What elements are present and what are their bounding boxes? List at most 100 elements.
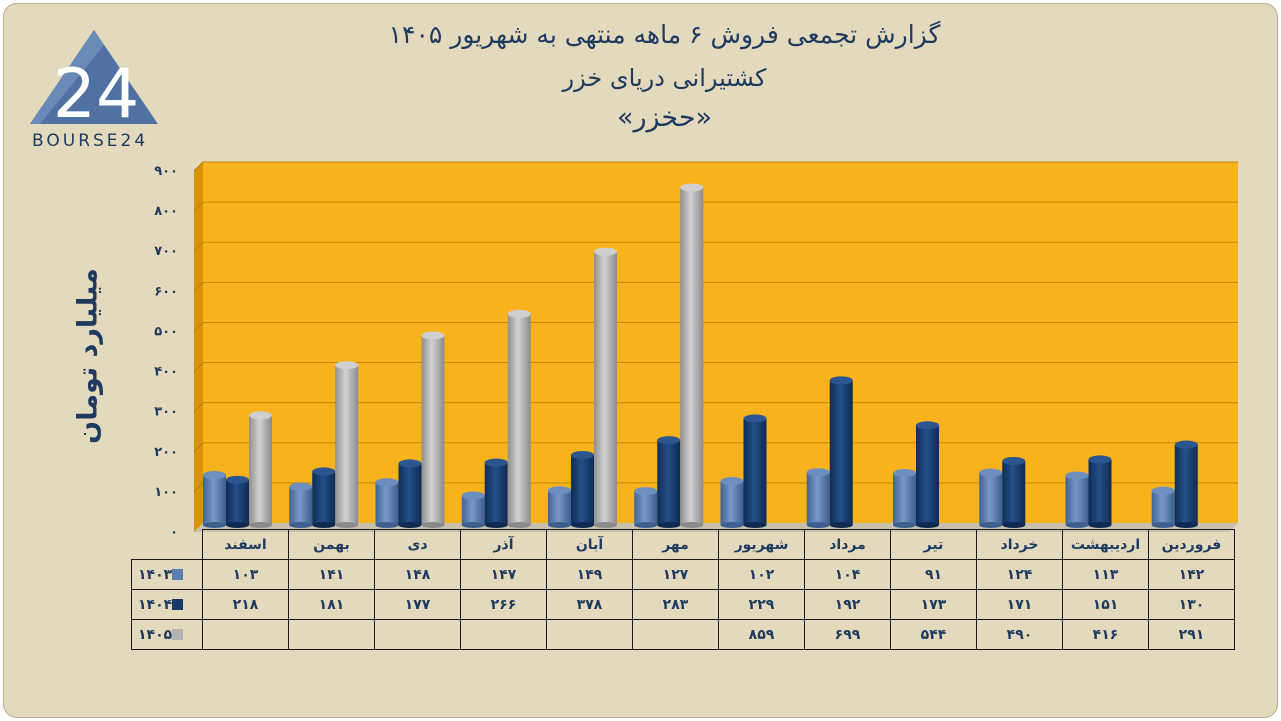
bar-base-۱۴۰۳ — [375, 522, 399, 528]
bar-۱۴۰۴ — [743, 418, 767, 525]
bar-top-۱۴۰۵ — [680, 183, 704, 192]
bar-۱۴۰۳ — [720, 481, 744, 525]
data-label: ۲۶۶ — [460, 589, 547, 620]
legend-label: ۱۴۰۴ — [138, 596, 173, 613]
bar-top-۱۴۰۵ — [421, 331, 445, 340]
data-label: ۲۸۳ — [632, 589, 719, 620]
gridline-side — [193, 161, 204, 172]
data-label: ۱۴۷ — [460, 559, 547, 590]
data-label: ۱۴۲ — [1148, 559, 1235, 590]
logo-wordmark: BOURSE24 — [32, 131, 149, 151]
bar-base-۱۴۰۵ — [249, 522, 272, 528]
table-row: ۱۴۲ ۱۱۳ ۱۲۴ ۹۱ ۱۰۴ ۱۰۲ ۱۲۷ ۱۴۹ ۱۴۷ ۱۴۸ ۱۴۱ ۱۰۳ ۱۴۰۳ — [131, 559, 1235, 590]
bar-base-۱۴۰۴ — [1088, 522, 1112, 528]
x-tick-label: آذر — [460, 529, 547, 560]
plot-area — [203, 162, 1238, 523]
bar-۱۴۰۳ — [979, 472, 1003, 525]
bar-top-۱۴۰۴ — [1002, 457, 1026, 466]
bourse24-logo-icon: 24 — [30, 30, 158, 134]
bar-top-۱۴۰۴ — [916, 421, 939, 430]
bar-۱۴۰۳ — [461, 495, 485, 525]
bar-base-۱۴۰۴ — [916, 522, 939, 528]
bar-۱۴۰۵ — [421, 335, 445, 525]
bar-top-۱۴۰۴ — [398, 459, 422, 468]
bar-۱۴۰۳ — [375, 482, 399, 525]
logo-mark-text: 24 — [53, 55, 140, 134]
legend-swatch-icon — [172, 629, 184, 640]
x-tick-label: شهریور — [718, 529, 805, 560]
bar-top-۱۴۰۳ — [893, 469, 916, 478]
legend-entry: ۱۴۰۴ — [131, 589, 203, 620]
bar-base-۱۴۰۵ — [421, 522, 445, 528]
table-row: ۱۳۰ ۱۵۱ ۱۷۱ ۱۷۳ ۱۹۲ ۲۲۹ ۲۸۳ ۳۷۸ ۲۶۶ ۱۷۷ ۱۸۱ ۲۱۸ ۱۴۰۴ — [131, 589, 1235, 620]
data-label: ۱۷۱ — [976, 589, 1063, 620]
data-table: فروردین اردیبهشت خرداد تیر مرداد شهریور مهر آبا… — [131, 529, 1235, 650]
gridline-side — [193, 201, 204, 212]
bar-top-۱۴۰۵ — [335, 361, 359, 370]
data-label — [202, 619, 289, 650]
bar-۱۴۰۴ — [312, 471, 336, 525]
bar-top-۱۴۰۳ — [979, 468, 1003, 477]
table-row: ۲۹۱ ۴۱۶ ۴۹۰ ۵۴۴ ۶۹۹ ۸۵۹ ۱۴۰۵ — [131, 619, 1235, 650]
data-label: ۱۳۰ — [1148, 589, 1235, 620]
bar-top-۱۴۰۴ — [571, 450, 594, 459]
bar-۱۴۰۵ — [249, 415, 272, 525]
bar-top-۱۴۰۴ — [829, 376, 853, 385]
legend-label: ۱۴۰۵ — [138, 626, 173, 643]
y-tick-label: ۳۰۰ — [154, 405, 178, 420]
chart-symbol: «حخزر» — [616, 102, 713, 133]
bar-base-۱۴۰۳ — [634, 522, 658, 528]
data-label: ۱۴۱ — [288, 559, 375, 590]
bar-۱۴۰۴ — [484, 462, 508, 525]
data-label — [632, 619, 719, 650]
bar-base-۱۴۰۴ — [657, 522, 681, 528]
bar-top-۱۴۰۴ — [1088, 455, 1112, 464]
bar-top-۱۴۰۳ — [1151, 486, 1175, 495]
bar-۱۴۰۴ — [1088, 459, 1112, 525]
data-label: ۱۸۱ — [288, 589, 375, 620]
legend-entry: ۱۴۰۵ — [131, 619, 203, 650]
x-tick-label: اسفند — [202, 529, 289, 560]
bar-top-۱۴۰۴ — [484, 458, 508, 467]
bar-top-۱۴۰۳ — [1065, 471, 1089, 480]
bar-base-۱۴۰۴ — [571, 522, 594, 528]
bar-top-۱۴۰۳ — [461, 491, 485, 500]
bar-base-۱۴۰۵ — [594, 522, 617, 528]
x-tick-label: مهر — [632, 529, 719, 560]
data-label: ۱۵۱ — [1062, 589, 1149, 620]
data-label: ۴۱۶ — [1062, 619, 1149, 650]
x-tick-label: اردیبهشت — [1062, 529, 1149, 560]
gridline-side — [193, 241, 204, 252]
legend-entry: ۱۴۰۳ — [131, 559, 203, 590]
bar-base-۱۴۰۳ — [806, 522, 830, 528]
bar-۱۴۰۳ — [893, 473, 916, 525]
x-tick-label: مرداد — [804, 529, 891, 560]
bar-base-۱۴۰۴ — [1002, 522, 1026, 528]
bar-۱۴۰۴ — [1174, 444, 1198, 525]
bar-top-۱۴۰۳ — [634, 487, 658, 496]
data-label: ۱۰۳ — [202, 559, 289, 590]
data-label: ۱۲۷ — [632, 559, 719, 590]
table-corner — [132, 530, 203, 560]
data-label — [460, 619, 547, 650]
data-label: ۱۴۸ — [374, 559, 461, 590]
bar-top-۱۴۰۵ — [249, 411, 272, 420]
bar-top-۱۴۰۴ — [1174, 440, 1198, 449]
bar-base-۱۴۰۳ — [461, 522, 485, 528]
chart-subtitle: کشتیرانی دریای خزر — [562, 64, 767, 92]
bar-base-۱۴۰۴ — [743, 522, 767, 528]
data-label: ۳۷۸ — [546, 589, 633, 620]
bar-۱۴۰۴ — [226, 479, 249, 525]
bar-۱۴۰۵ — [680, 187, 704, 525]
y-tick-label: ۲۰۰ — [154, 445, 178, 460]
bar-top-۱۴۰۳ — [720, 477, 744, 486]
data-label: ۸۵۹ — [718, 619, 805, 650]
bar-۱۴۰۳ — [634, 491, 658, 525]
data-label: ۲۲۹ — [718, 589, 805, 620]
bar-۱۴۰۴ — [657, 440, 681, 525]
bar-top-۱۴۰۳ — [203, 471, 226, 480]
bar-base-۱۴۰۴ — [312, 522, 336, 528]
gridline-side — [193, 442, 204, 453]
data-label: ۱۴۹ — [546, 559, 633, 590]
